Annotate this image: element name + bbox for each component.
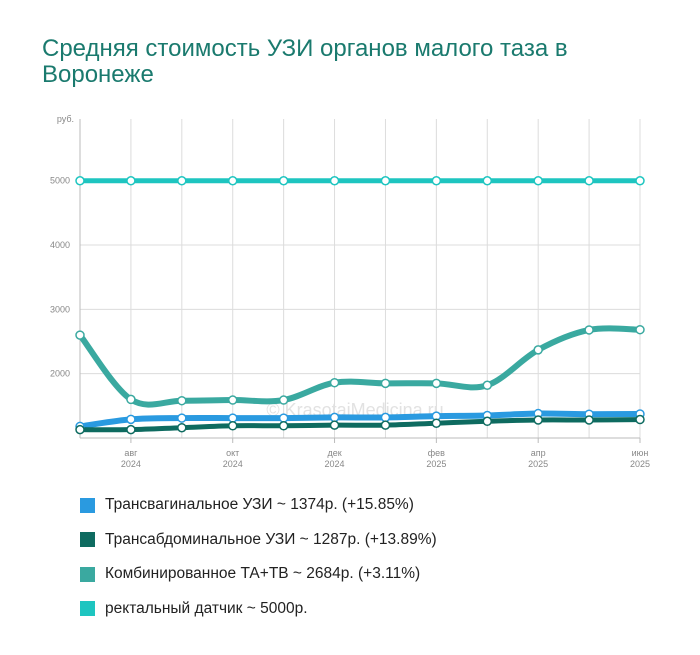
data-point: [431, 378, 442, 389]
x-tick-label: июн: [632, 448, 649, 458]
data-point: [227, 421, 238, 431]
legend-swatch: [80, 566, 95, 582]
data-point: [380, 412, 391, 423]
data-point: [329, 420, 340, 430]
data-point: [533, 345, 543, 355]
legend-item[interactable]: Трансабдоминальное УЗИ ~ 1287р. (+13.89%…: [80, 523, 437, 558]
legend-swatch: [80, 532, 95, 548]
data-point: [482, 416, 493, 427]
y-axis-label: руб.: [57, 114, 74, 124]
data-point: [482, 380, 493, 391]
x-tick-label: 2025: [528, 459, 548, 469]
series-line: [77, 325, 643, 408]
data-point: [278, 413, 289, 423]
data-point: [431, 418, 442, 428]
x-tick-label: 2025: [630, 459, 650, 469]
data-point: [431, 175, 442, 186]
axes: 2000300040005000руб.авг2024окт2024дек202…: [50, 114, 650, 469]
data-point: [126, 414, 136, 425]
x-tick-label: 2024: [223, 459, 243, 469]
data-point: [177, 422, 187, 433]
data-point: [635, 324, 645, 335]
data-point: [380, 378, 391, 389]
legend-item[interactable]: Комбинированное ТА+ТВ ~ 2684р. (+3.11%): [80, 557, 437, 592]
data-point: [227, 413, 238, 423]
legend-item[interactable]: ректальный датчик ~ 5000р.: [80, 592, 437, 627]
data-point: [329, 175, 340, 186]
data-point: [177, 175, 187, 186]
data-point: [380, 175, 391, 186]
data-point: [482, 175, 493, 186]
data-point: [329, 377, 340, 388]
series-points: [75, 175, 645, 435]
data-point: [278, 395, 289, 405]
y-tick-label: 4000: [50, 240, 70, 250]
legend-label: Комбинированное ТА+ТВ ~ 2684р. (+3.11%): [105, 565, 421, 583]
data-point: [126, 394, 136, 405]
data-point: [126, 175, 136, 186]
data-point: [75, 330, 85, 340]
legend-swatch: [80, 497, 95, 513]
chart-title: Средняя стоимость УЗИ органов малого таз…: [42, 35, 568, 88]
data-point: [278, 421, 289, 431]
x-tick-label: авг: [124, 448, 138, 458]
legend-item[interactable]: Трансвагинальное УЗИ ~ 1374р. (+15.85%): [80, 488, 437, 523]
legend: Трансвагинальное УЗИ ~ 1374р. (+15.85%) …: [80, 488, 437, 626]
legend-label: Трансвагинальное УЗИ ~ 1374р. (+15.85%): [105, 496, 414, 514]
x-tick-label: фев: [428, 448, 445, 458]
y-tick-label: 5000: [50, 176, 70, 186]
data-point: [126, 424, 136, 435]
legend-label: Трансабдоминальное УЗИ ~ 1287р. (+13.89%…: [105, 530, 437, 548]
grid: [79, 119, 641, 438]
data-point: [177, 395, 187, 406]
data-point: [635, 175, 645, 186]
data-point: [227, 175, 238, 186]
x-tick-label: окт: [226, 448, 239, 458]
data-point: [329, 412, 340, 423]
data-point: [584, 415, 594, 425]
data-point: [177, 413, 187, 423]
legend-swatch: [80, 601, 95, 617]
data-point: [533, 415, 543, 425]
x-tick-label: 2025: [426, 459, 446, 469]
data-point: [584, 325, 594, 335]
data-point: [380, 420, 391, 430]
data-point: [227, 395, 238, 405]
data-point: [635, 414, 645, 425]
x-tick-label: дек: [327, 448, 341, 458]
data-point: [75, 424, 85, 435]
y-tick-label: 2000: [50, 369, 70, 379]
legend-label: ректальный датчик ~ 5000р.: [105, 599, 308, 617]
x-tick-label: 2024: [325, 459, 345, 469]
y-tick-label: 3000: [50, 304, 70, 314]
data-point: [584, 175, 594, 186]
series-lines: [77, 178, 643, 433]
data-point: [278, 175, 289, 186]
x-tick-label: апр: [531, 448, 546, 458]
data-point: [75, 175, 85, 186]
x-tick-label: 2024: [121, 459, 141, 469]
data-point: [533, 175, 543, 186]
